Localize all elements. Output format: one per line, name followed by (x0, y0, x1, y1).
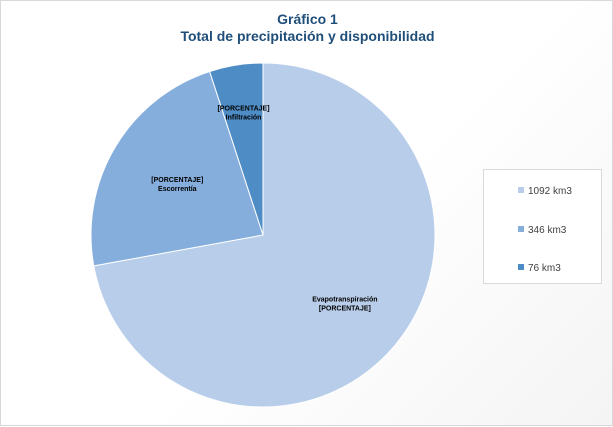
pie-label-line: [PORCENTAJE] (319, 305, 371, 312)
legend-item-evapotranspiracion: 1092 km3 (518, 186, 572, 197)
legend-label: 1092 km3 (528, 186, 572, 197)
pie-label-line: [PORCENTAJE] (218, 106, 270, 113)
pie-label-line: Evapotranspiración (312, 296, 377, 303)
pie-label-line: [PORCENTAJE] (151, 177, 203, 184)
pie-label-escorrentia: [PORCENTAJE] Escorrentía (151, 177, 203, 193)
chart-subtitle: Total de precipitación y disponibilidad (180, 28, 435, 44)
pie-labels: Evapotranspiración [PORCENTAJE][PORCENTAJ… (151, 106, 377, 313)
pie-label-line: Infiltración (226, 115, 262, 122)
legend-swatch (518, 226, 524, 233)
pie-label-line: Escorrentía (158, 186, 197, 193)
pie-slice-infiltracion (209, 62, 264, 236)
chart-title: Gráfico 1 (277, 11, 338, 27)
legend-item-escorrentia: 346 km3 (518, 225, 566, 236)
pie-label-evapotranspiracion: Evapotranspiración [PORCENTAJE] (312, 296, 377, 312)
pie-slices (90, 62, 436, 408)
legend: 1092 km3 346 km3 76 km3 (483, 169, 602, 284)
pie-label-infiltracion: [PORCENTAJE] Infiltración (218, 106, 270, 122)
legend-swatch (518, 187, 524, 194)
legend-swatch (518, 264, 524, 271)
pie-slice-evapotranspiracion (93, 62, 436, 408)
legend-label: 76 km3 (528, 263, 561, 274)
chart-title-block: Gráfico 1 Total de precipitación y dispo… (1, 11, 613, 45)
pie-slice-escorrentia (90, 70, 264, 267)
legend-label: 346 km3 (528, 225, 567, 236)
legend-item-infiltracion: 76 km3 (518, 263, 561, 274)
